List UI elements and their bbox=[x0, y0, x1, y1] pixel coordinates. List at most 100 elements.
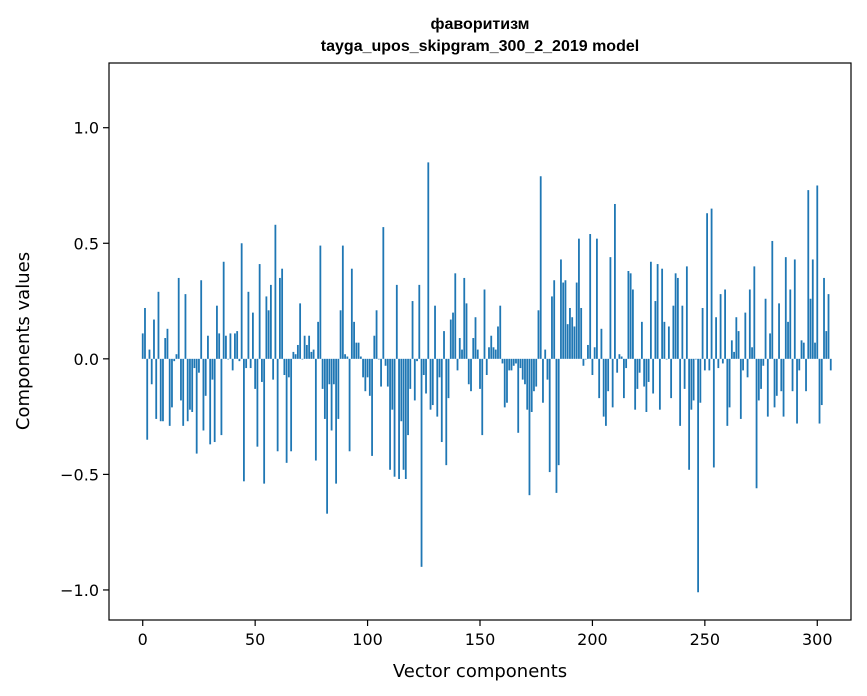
y-tick-label: −1.0 bbox=[60, 581, 99, 600]
bar-167 bbox=[517, 358, 520, 433]
bar-156 bbox=[492, 347, 495, 359]
bar-61 bbox=[278, 277, 281, 359]
bar-191 bbox=[571, 317, 574, 359]
bar-264 bbox=[735, 317, 738, 359]
bar-283 bbox=[778, 303, 780, 359]
bar-153 bbox=[485, 358, 488, 376]
bar-196 bbox=[582, 358, 585, 366]
bar-290 bbox=[793, 259, 796, 359]
bar-32 bbox=[213, 358, 216, 443]
bar-10 bbox=[164, 338, 167, 359]
bar-116 bbox=[402, 358, 405, 470]
bar-228 bbox=[654, 301, 657, 359]
bar-39 bbox=[229, 333, 232, 359]
bar-89 bbox=[341, 245, 344, 359]
bar-137 bbox=[449, 319, 452, 359]
bar-129 bbox=[431, 358, 434, 406]
bar-235 bbox=[670, 358, 673, 399]
bar-108 bbox=[384, 358, 387, 366]
bar-176 bbox=[537, 310, 540, 359]
bar-44 bbox=[240, 243, 243, 359]
bar-221 bbox=[638, 358, 641, 373]
bar-238 bbox=[676, 277, 679, 359]
bar-126 bbox=[425, 358, 427, 394]
bar-206 bbox=[605, 358, 607, 426]
bar-169 bbox=[521, 358, 524, 380]
bar-21 bbox=[189, 358, 191, 410]
bar-240 bbox=[681, 305, 684, 359]
bar-48 bbox=[249, 358, 252, 369]
bar-172 bbox=[528, 358, 531, 496]
y-axis-label: Components values bbox=[13, 252, 34, 430]
bar-124 bbox=[420, 358, 423, 567]
bar-43 bbox=[238, 358, 241, 362]
bar-175 bbox=[535, 358, 538, 387]
bar-91 bbox=[346, 356, 349, 359]
bar-222 bbox=[640, 321, 643, 359]
bar-86 bbox=[335, 358, 337, 484]
bar-118 bbox=[407, 358, 409, 436]
bar-223 bbox=[643, 358, 646, 387]
bar-233 bbox=[665, 358, 668, 360]
bar-198 bbox=[587, 344, 589, 359]
bar-306 bbox=[829, 358, 832, 371]
bar-131 bbox=[436, 358, 439, 417]
bar-159 bbox=[499, 305, 502, 359]
bar-79 bbox=[319, 245, 322, 359]
y-tick-label: 0.5 bbox=[74, 234, 99, 253]
bar-171 bbox=[526, 358, 529, 410]
bar-289 bbox=[791, 358, 794, 392]
bar-56 bbox=[267, 310, 270, 359]
bar-247 bbox=[697, 358, 699, 593]
bar-0 bbox=[141, 333, 144, 359]
bar-261 bbox=[728, 358, 731, 408]
bar-217 bbox=[629, 273, 632, 359]
bar-20 bbox=[186, 358, 189, 422]
bar-6 bbox=[155, 358, 158, 419]
bar-34 bbox=[218, 333, 221, 359]
bar-123 bbox=[418, 284, 421, 359]
bar-178 bbox=[542, 358, 544, 403]
bar-148 bbox=[474, 317, 477, 359]
bar-37 bbox=[225, 335, 227, 359]
bar-241 bbox=[683, 358, 686, 389]
bar-202 bbox=[596, 238, 598, 359]
bar-145 bbox=[467, 358, 470, 385]
bar-272 bbox=[753, 266, 756, 359]
bar-19 bbox=[184, 294, 187, 359]
bar-107 bbox=[382, 227, 385, 359]
bar-119 bbox=[409, 358, 412, 389]
bar-254 bbox=[712, 358, 715, 468]
plot-area-frame bbox=[108, 62, 852, 621]
bar-69 bbox=[296, 344, 299, 359]
bar-63 bbox=[283, 358, 286, 376]
bar-133 bbox=[440, 358, 443, 443]
bar-80 bbox=[321, 358, 324, 389]
bar-182 bbox=[551, 296, 553, 359]
bar-22 bbox=[191, 358, 194, 412]
bar-106 bbox=[380, 358, 382, 387]
bar-59 bbox=[274, 224, 277, 359]
bar-50 bbox=[254, 358, 257, 389]
bar-66 bbox=[290, 358, 293, 452]
bar-236 bbox=[672, 305, 675, 359]
bar-11 bbox=[166, 328, 169, 359]
bar-134 bbox=[443, 331, 445, 359]
bar-102 bbox=[371, 358, 373, 456]
bar-17 bbox=[180, 358, 182, 401]
bar-190 bbox=[569, 307, 571, 359]
bar-248 bbox=[699, 358, 702, 403]
bar-165 bbox=[512, 358, 515, 366]
bar-103 bbox=[373, 335, 376, 359]
bar-54 bbox=[263, 358, 266, 484]
bar-218 bbox=[632, 289, 634, 359]
bar-285 bbox=[782, 358, 785, 417]
bar-90 bbox=[344, 354, 346, 359]
bar-75 bbox=[310, 351, 313, 359]
bar-179 bbox=[544, 349, 547, 359]
bar-227 bbox=[652, 358, 655, 394]
bar-207 bbox=[607, 358, 610, 392]
bar-128 bbox=[429, 358, 432, 410]
bar-213 bbox=[620, 356, 623, 359]
y-tick-label: −0.5 bbox=[60, 465, 99, 484]
